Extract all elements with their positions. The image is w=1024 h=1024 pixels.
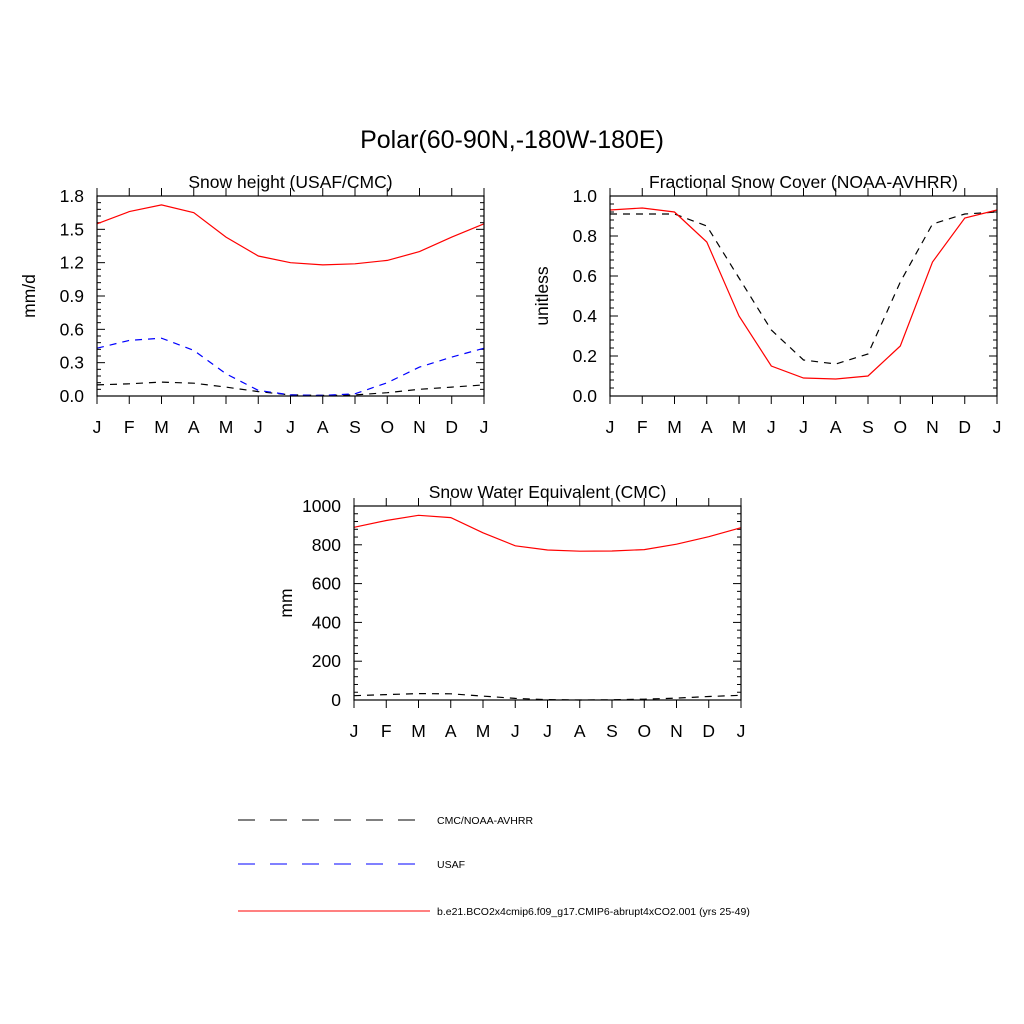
chart2-xtick-label: A: [445, 721, 457, 741]
chart0-xtick-label: N: [413, 417, 426, 437]
chart2-xtick-label: M: [411, 721, 426, 741]
chart0-ylabel: mm/d: [19, 274, 39, 318]
chart2-xtick-label: J: [511, 721, 520, 741]
chart1-xtick-label: N: [926, 417, 939, 437]
chart2-xtick-label: A: [574, 721, 586, 741]
chart0-series-cmc-line: [96, 381, 485, 397]
chart2-ytick-label: 0: [331, 690, 341, 710]
chart1-xtick-label: D: [958, 417, 971, 437]
panel-snow-height: Snow height (USAF/CMC) mm/d 0.0 0.3 0.6 0.9 1.…: [19, 172, 488, 437]
figure-title: Polar(60-90N,-180W-180E): [360, 126, 664, 154]
chart0-title: Snow height (USAF/CMC): [188, 172, 392, 192]
chart2-series-cmc-line: [353, 692, 742, 701]
chart1-xtick-label: O: [893, 417, 907, 437]
chart0-ytick-label: 1.2: [60, 253, 84, 273]
chart2-title: Snow Water Equivalent (CMC): [429, 482, 667, 502]
panel-snow-water-equivalent: Snow Water Equivalent (CMC) mm 0 200 400 600 8…: [276, 482, 745, 741]
chart1-ytick-label: 0.2: [573, 346, 597, 366]
chart0-xtick-label: J: [480, 417, 489, 437]
chart2-xtick-label: J: [350, 721, 359, 741]
chart2-ytick-label: 1000: [302, 496, 341, 516]
chart0-xtick-label: J: [93, 417, 102, 437]
chart1-ytick-label: 0.0: [573, 386, 598, 406]
chart1-xtick-label: S: [862, 417, 874, 437]
chart2-ytick-label: 800: [312, 535, 341, 555]
chart0-xtick-label: A: [188, 417, 200, 437]
chart0-ytick-label: 0.0: [60, 386, 85, 406]
chart2-xtick-label: O: [637, 721, 651, 741]
chart0-xtick-label: F: [124, 417, 135, 437]
chart0-ytick-label: 0.3: [60, 353, 84, 373]
chart0-xtick-label: J: [286, 417, 295, 437]
chart1-plot-frame: [609, 195, 998, 397]
chart2-ytick-label: 600: [312, 574, 341, 594]
legend-label-2: b.e21.BCO2x4cmip6.f09_g17.CMIP6-abrupt4x…: [437, 906, 750, 918]
chart1-xtick-label: J: [993, 417, 1002, 437]
legend-label-0: CMC/NOAA-AVHRR: [437, 815, 533, 827]
chart0-ytick-label: 0.6: [60, 319, 84, 339]
chart0-xtick-label: M: [154, 417, 169, 437]
chart1-ytick-label: 0.8: [573, 226, 597, 246]
legend: CMC/NOAA-AVHRR USAF b.e21.BCO2x4cmip6.f09_…: [238, 815, 750, 918]
chart0-ytick-label: 0.9: [60, 286, 84, 306]
chart2-xtick-label: F: [381, 721, 392, 741]
chart1-xtick-label: J: [799, 417, 808, 437]
chart1-xtick-label: F: [637, 417, 648, 437]
chart2-ylabel: mm: [276, 588, 296, 617]
chart1-ytick-label: 1.0: [573, 186, 598, 206]
chart0-xtick-label: S: [349, 417, 361, 437]
chart1-series-model-line: [609, 207, 998, 380]
chart1-xtick-label: A: [701, 417, 713, 437]
chart1-xtick-label: J: [606, 417, 615, 437]
legend-label-1: USAF: [437, 859, 465, 871]
chart2-xtick-label: M: [476, 721, 491, 741]
chart1-xtick-label: A: [830, 417, 842, 437]
chart2-xtick-label: N: [670, 721, 683, 741]
chart2-xtick-label: J: [543, 721, 552, 741]
panel-fractional-snow-cover: Fractional Snow Cover (NOAA-AVHRR) unitle…: [532, 172, 1001, 437]
chart2-ytick-label: 200: [312, 651, 341, 671]
chart2-series-model-line: [353, 514, 742, 552]
chart0-plot-frame: [96, 195, 485, 397]
chart0-xtick-label: O: [380, 417, 394, 437]
chart2-xtick-label: J: [737, 721, 746, 741]
chart0-xtick-label: D: [445, 417, 458, 437]
chart0-ytick-label: 1.5: [60, 219, 84, 239]
chart0-series-usaf-line: [96, 337, 485, 397]
chart2-xtick-label: S: [606, 721, 618, 741]
chart1-ylabel: unitless: [532, 266, 552, 326]
chart1-series-cmc-line: [610, 211, 998, 365]
chart2-xtick-label: D: [702, 721, 715, 741]
chart2-ytick-label: 400: [312, 612, 341, 632]
chart1-ytick-label: 0.4: [573, 306, 598, 326]
chart0-series-model-line: [96, 204, 485, 266]
chart0-xtick-label: A: [317, 417, 329, 437]
chart0-xtick-label: M: [219, 417, 234, 437]
chart2-plot-frame: [353, 505, 742, 701]
chart1-xtick-label: J: [767, 417, 776, 437]
chart0-xtick-label: J: [254, 417, 263, 437]
chart1-xtick-label: M: [732, 417, 747, 437]
chart0-ytick-label: 1.8: [60, 186, 84, 206]
chart1-xtick-label: M: [667, 417, 682, 437]
chart1-ytick-label: 0.6: [573, 266, 597, 286]
chart1-title: Fractional Snow Cover (NOAA-AVHRR): [649, 172, 958, 192]
